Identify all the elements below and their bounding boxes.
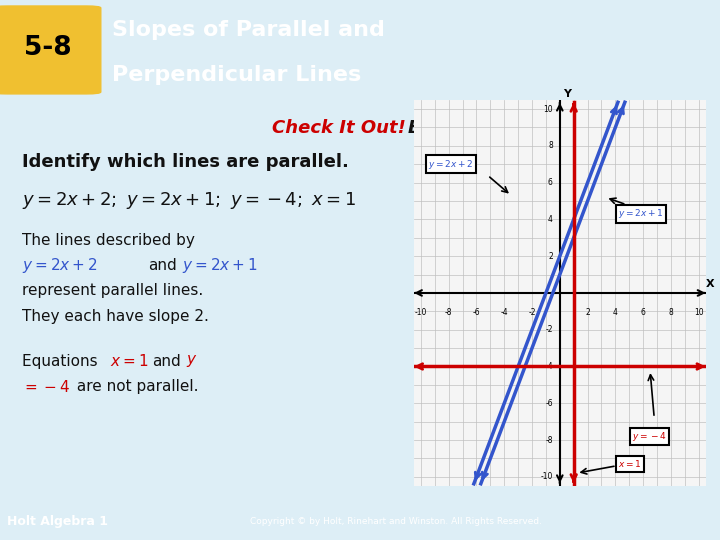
Text: 8: 8 — [668, 308, 673, 316]
Text: -4: -4 — [500, 308, 508, 316]
Text: represent parallel lines.: represent parallel lines. — [22, 284, 203, 299]
Text: 8: 8 — [548, 141, 553, 150]
Text: $= -4$: $= -4$ — [22, 379, 71, 395]
Text: $y = 2x + 2$: $y = 2x + 2$ — [22, 256, 98, 275]
Text: 4: 4 — [613, 308, 618, 316]
FancyBboxPatch shape — [0, 6, 101, 94]
Text: are not parallel.: are not parallel. — [72, 379, 199, 394]
Text: Perpendicular Lines: Perpendicular Lines — [112, 65, 361, 85]
Text: -6: -6 — [545, 399, 553, 408]
Text: $y = -4$: $y = -4$ — [632, 430, 667, 443]
Text: -8: -8 — [545, 436, 553, 444]
Text: Equations: Equations — [22, 354, 102, 369]
Text: $x = 1$: $x = 1$ — [110, 353, 148, 369]
Text: -6: -6 — [472, 308, 480, 316]
Text: Slopes of Parallel and: Slopes of Parallel and — [112, 20, 384, 40]
Text: Holt Algebra 1: Holt Algebra 1 — [7, 515, 108, 528]
Text: -10: -10 — [415, 308, 427, 316]
Text: $y$: $y$ — [186, 353, 197, 369]
Text: and: and — [148, 258, 176, 273]
Text: 5-8: 5-8 — [24, 35, 72, 61]
Text: X: X — [706, 279, 714, 289]
Text: $y = 2x + 1$: $y = 2x + 1$ — [182, 256, 258, 275]
Text: Identify which lines are parallel.: Identify which lines are parallel. — [22, 153, 349, 171]
Text: 2: 2 — [548, 252, 553, 261]
Text: $y = 2x + 2;\ y = 2x + 1;\ y = -4;\ x = 1$: $y = 2x + 2;\ y = 2x + 1;\ y = -4;\ x = … — [22, 190, 356, 211]
Text: 2: 2 — [585, 308, 590, 316]
Text: -2: -2 — [545, 325, 553, 334]
Text: 6: 6 — [641, 308, 646, 316]
Text: Copyright © by Holt, Rinehart and Winston. All Rights Reserved.: Copyright © by Holt, Rinehart and Winsto… — [250, 517, 542, 525]
Text: -10: -10 — [541, 472, 553, 481]
Text: They each have slope 2.: They each have slope 2. — [22, 309, 209, 323]
Text: and: and — [152, 354, 181, 369]
Text: -8: -8 — [445, 308, 452, 316]
Text: -2: -2 — [528, 308, 536, 316]
Text: -4: -4 — [545, 362, 553, 371]
Text: $x = 1$: $x = 1$ — [618, 458, 642, 469]
Text: $y = 2x + 1$: $y = 2x + 1$ — [618, 207, 664, 220]
Text: 10: 10 — [543, 105, 553, 113]
Text: Check It Out!: Check It Out! — [272, 119, 406, 137]
Text: The lines described by: The lines described by — [22, 233, 195, 248]
Text: 6: 6 — [548, 178, 553, 187]
Text: 4: 4 — [548, 215, 553, 224]
Text: Example 1a: Example 1a — [408, 119, 525, 137]
Text: 10: 10 — [694, 308, 703, 316]
Text: $y = 2x + 2$: $y = 2x + 2$ — [428, 158, 473, 171]
Text: Y: Y — [563, 90, 571, 99]
